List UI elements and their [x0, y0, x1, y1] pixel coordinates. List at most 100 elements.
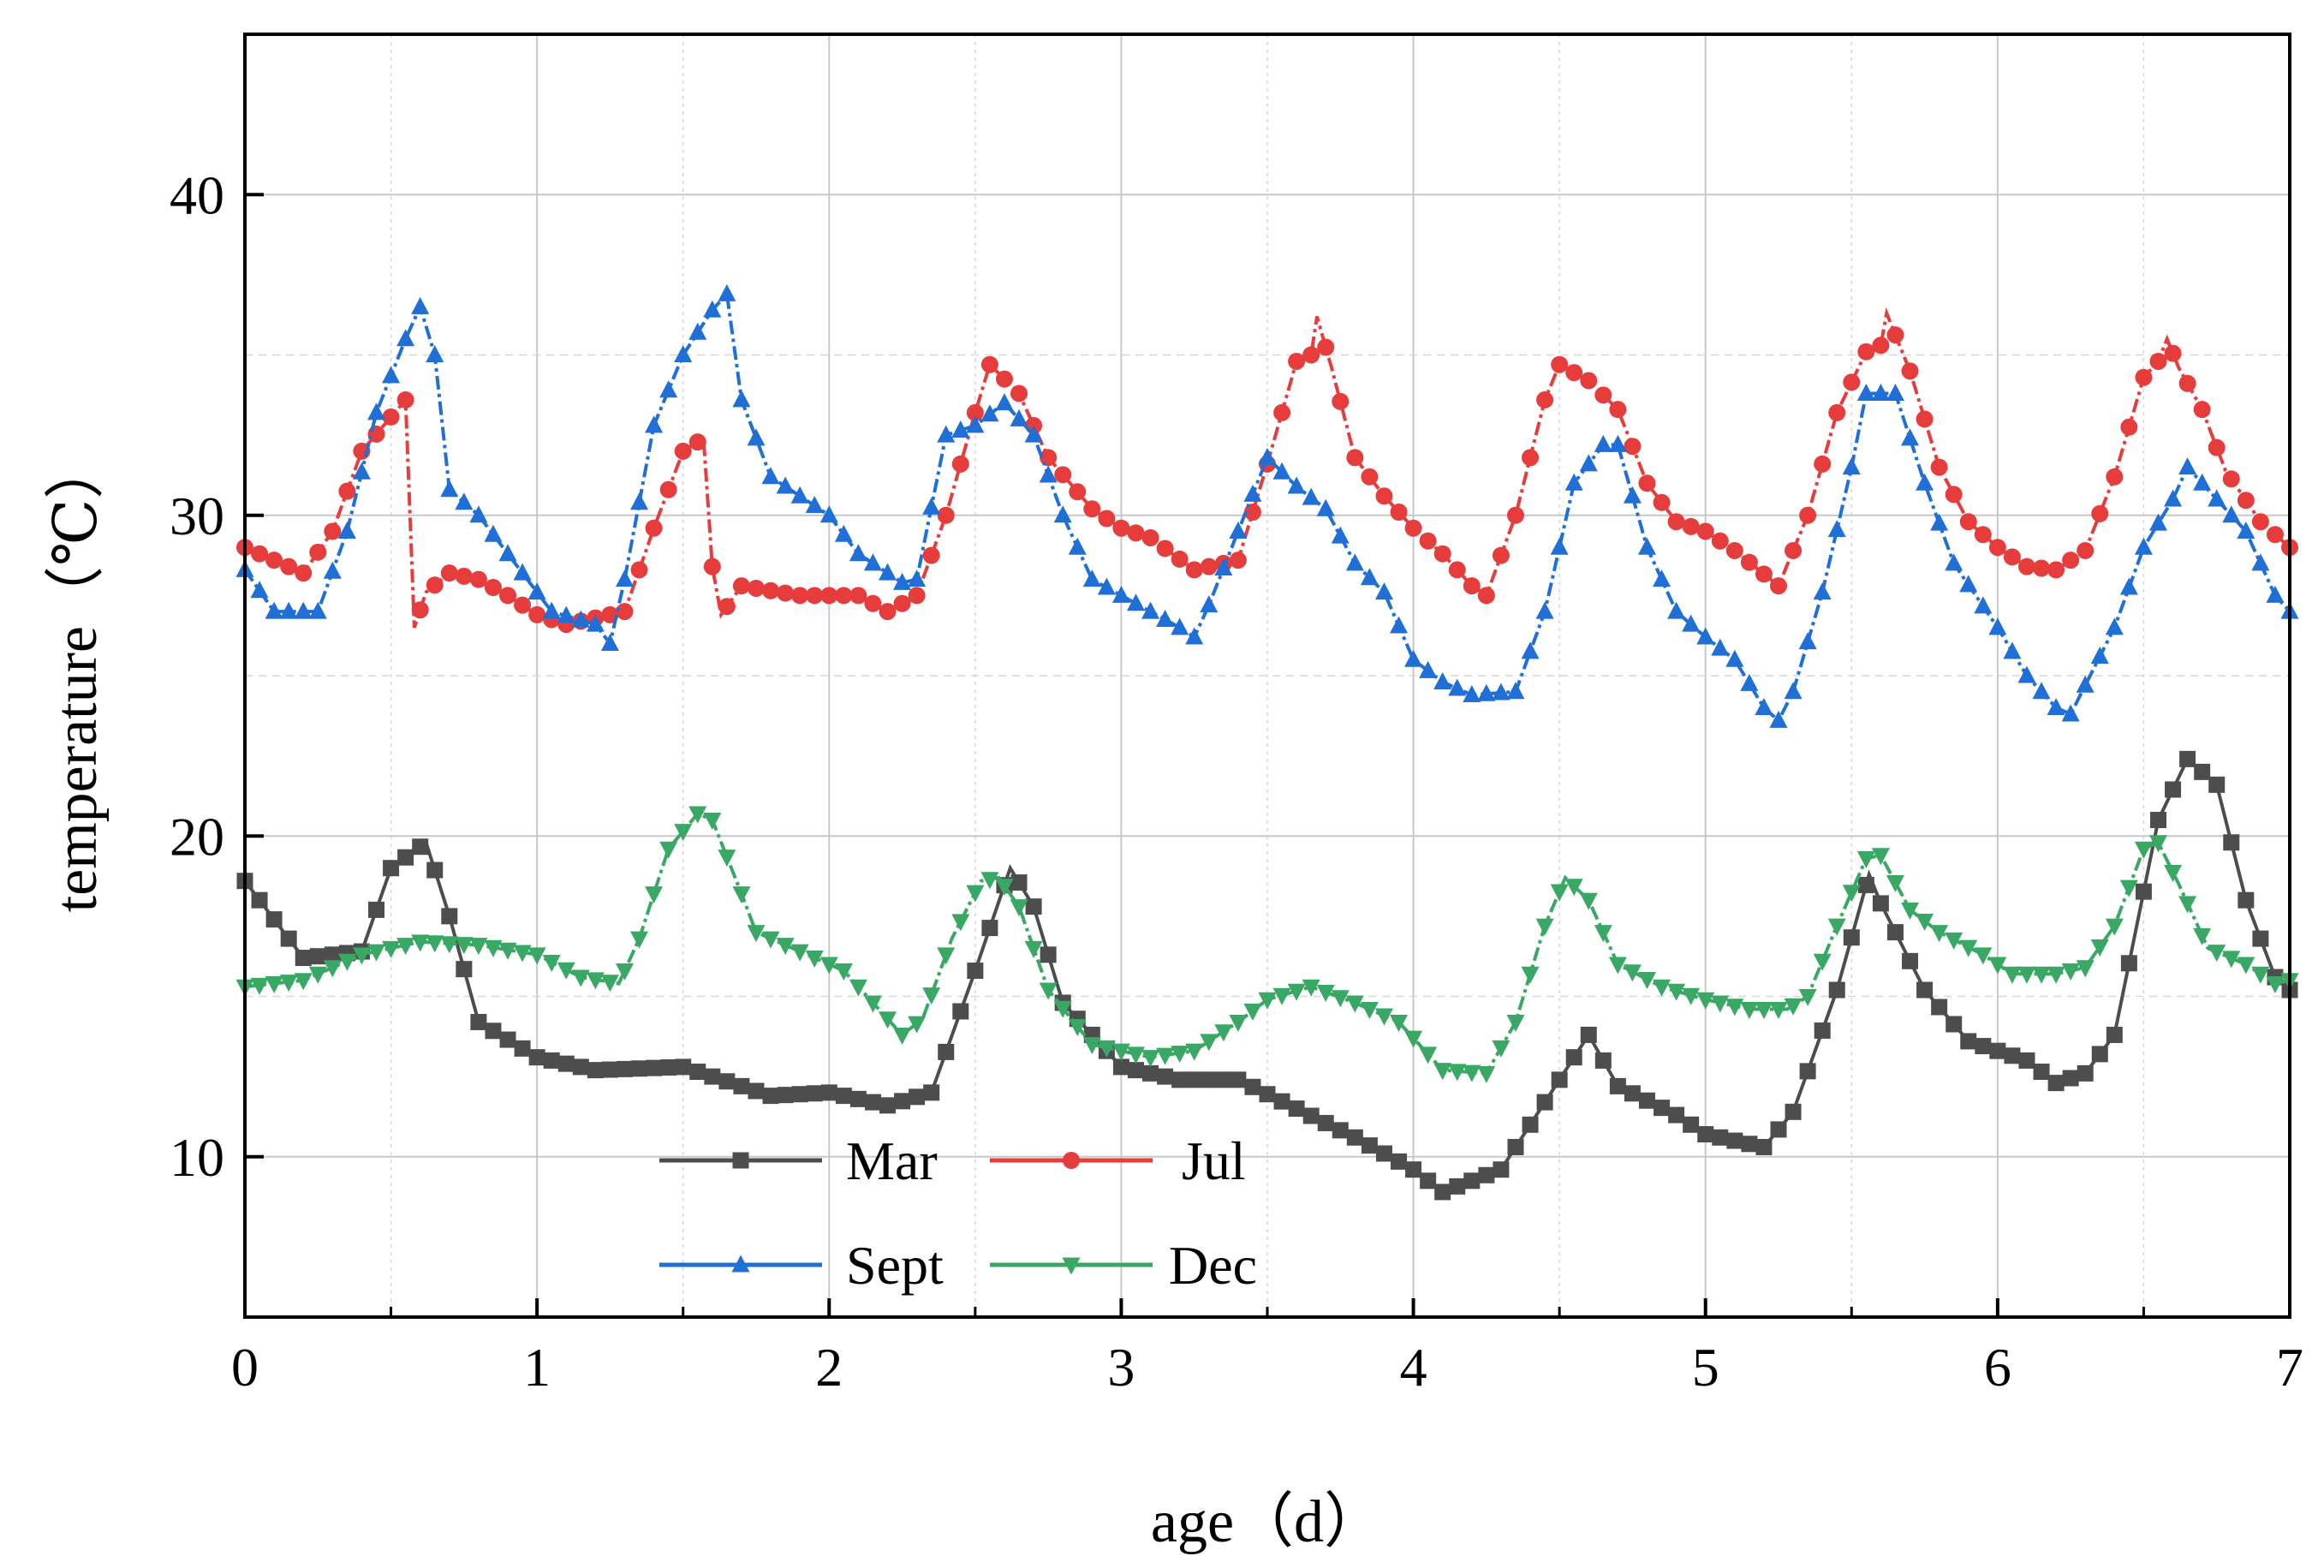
- data-point-sept: [1725, 649, 1744, 667]
- data-point-jul: [251, 545, 269, 563]
- data-point-dec: [2193, 927, 2212, 945]
- data-point-dec: [250, 977, 269, 995]
- data-point-dec: [1930, 925, 1949, 943]
- data-point-sept: [1477, 683, 1496, 701]
- legend-marker: [731, 1255, 750, 1273]
- data-point-dec: [1579, 892, 1598, 910]
- data-point-mar: [1989, 1042, 2006, 1059]
- data-point-jul: [2149, 352, 2167, 370]
- data-point-jul: [2017, 557, 2035, 575]
- data-point-mar: [1697, 1126, 1714, 1143]
- data-point-dec: [2178, 896, 2197, 914]
- data-point-sept: [1039, 465, 1058, 483]
- data-point-dec: [513, 945, 532, 963]
- data-point-jul: [2135, 368, 2153, 386]
- data-point-dec: [1448, 1064, 1467, 1082]
- data-point-dec: [1506, 1014, 1525, 1032]
- data-point-sept: [951, 420, 970, 438]
- data-point-sept: [1564, 473, 1583, 491]
- legend-marker: [1062, 1257, 1081, 1275]
- data-point-dec: [1302, 979, 1320, 997]
- data-point-mar: [1449, 1177, 1466, 1195]
- data-point-mar: [1522, 1116, 1539, 1133]
- data-point-dec: [1463, 1064, 1481, 1082]
- data-point-mar: [1828, 981, 1845, 999]
- data-point-dec: [2090, 939, 2109, 957]
- data-point-jul: [1711, 532, 1729, 550]
- data-point-sept: [1156, 609, 1175, 627]
- data-point-sept: [1258, 447, 1277, 465]
- data-point-mar: [1726, 1132, 1743, 1149]
- data-point-sept: [834, 524, 853, 542]
- data-point-mar: [718, 1073, 736, 1090]
- data-point-sept: [2090, 647, 2109, 665]
- data-point-jul: [2164, 344, 2182, 362]
- data-point-jul: [396, 391, 414, 408]
- data-point-dec: [1010, 899, 1028, 917]
- data-point-jul: [2237, 492, 2255, 510]
- data-point-sept: [1506, 682, 1525, 700]
- data-point-jul: [1390, 504, 1408, 522]
- data-point-sept: [1111, 585, 1130, 603]
- data-point-jul: [1594, 386, 1612, 404]
- data-point-dec: [1171, 1046, 1189, 1064]
- series-line-jul: [244, 307, 2291, 629]
- data-point-sept: [1492, 683, 1511, 701]
- data-point-sept: [279, 601, 298, 619]
- data-point-dec: [1316, 985, 1335, 1003]
- data-point-mar: [1843, 929, 1860, 946]
- data-point-jul: [1127, 524, 1145, 542]
- data-point-mar: [1536, 1094, 1553, 1111]
- data-point-mar: [777, 1087, 794, 1104]
- data-point-jul: [1200, 557, 1218, 575]
- data-point-jul: [630, 561, 648, 579]
- data-point-jul: [2193, 401, 2211, 419]
- data-point-jul: [1506, 506, 1524, 524]
- data-point-mar: [499, 1031, 516, 1048]
- data-point-dec: [1682, 987, 1701, 1005]
- data-point-sept: [455, 492, 474, 510]
- data-point-dec: [747, 925, 766, 943]
- data-point-sept: [1945, 553, 1963, 571]
- data-point-jul: [849, 587, 867, 605]
- data-point-sept: [863, 553, 882, 571]
- data-point-mar: [1872, 895, 1889, 912]
- data-point-jul: [1828, 403, 1846, 421]
- data-point-dec: [2148, 835, 2167, 853]
- x-tick-label: 3: [1107, 1337, 1135, 1398]
- data-point-sept: [849, 544, 867, 562]
- data-point-jul: [1901, 362, 1919, 380]
- data-point-dec: [849, 979, 867, 997]
- data-point-mar: [1259, 1086, 1276, 1103]
- data-point-jul: [1332, 392, 1350, 410]
- data-point-sept: [2134, 537, 2153, 555]
- data-point-mar: [733, 1077, 750, 1094]
- data-point-sept: [1974, 596, 1993, 614]
- data-point-mar: [265, 911, 283, 928]
- data-point-sept: [352, 462, 371, 480]
- data-point-dec: [893, 1027, 912, 1045]
- data-point-jul: [469, 570, 487, 588]
- data-point-sept: [513, 563, 532, 581]
- data-point-sept: [688, 322, 707, 340]
- x-tick-label: 0: [231, 1337, 259, 1398]
- legend-sample-dec: [990, 1257, 1153, 1275]
- data-point-dec: [1111, 1043, 1130, 1061]
- data-point-sept: [1988, 617, 2007, 635]
- data-point-dec: [1374, 1008, 1393, 1026]
- data-point-sept: [323, 561, 342, 579]
- series-dec: [235, 806, 2299, 1083]
- data-point-dec: [879, 1011, 897, 1029]
- data-point-dec: [1200, 1034, 1219, 1052]
- data-point-jul: [835, 587, 853, 605]
- data-point-sept: [659, 380, 678, 398]
- data-point-jul: [1872, 337, 1890, 355]
- legend-sample-sept: [659, 1255, 822, 1273]
- data-point-mar: [1638, 1092, 1655, 1109]
- data-point-sept: [1272, 462, 1291, 480]
- data-point-jul: [1492, 546, 1510, 564]
- data-point-dec: [1492, 1040, 1511, 1058]
- data-point-sept: [308, 601, 327, 619]
- data-point-mar: [485, 1022, 502, 1040]
- data-point-mar: [456, 961, 473, 978]
